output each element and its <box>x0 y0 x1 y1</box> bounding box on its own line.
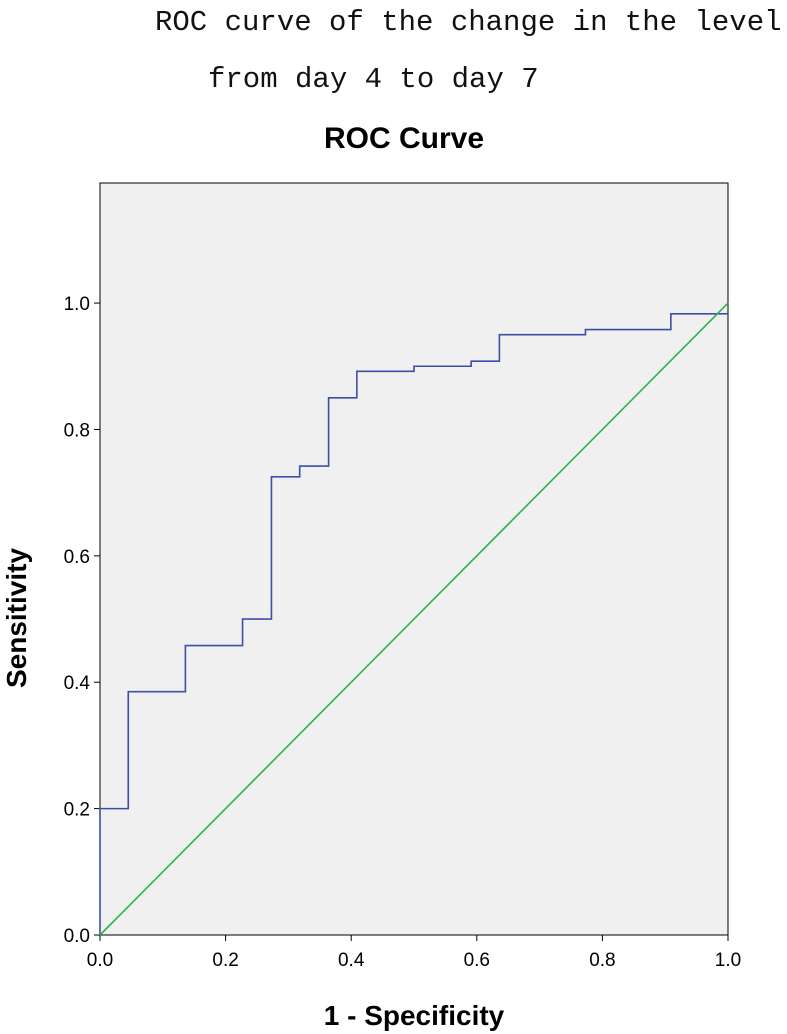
series-line <box>99 302 729 936</box>
x-tick-label: 0.4 <box>338 950 365 971</box>
x-tick-label: 0.0 <box>87 950 113 971</box>
y-tick-label: 0.0 <box>64 926 90 947</box>
y-tick-label: 0.8 <box>64 420 90 441</box>
x-axis-label: 1 - Specificity <box>324 1000 505 1031</box>
y-tick-label: 0.6 <box>64 547 90 568</box>
x-tick-label: 0.6 <box>464 950 490 971</box>
x-tick-label: 1.0 <box>715 950 741 971</box>
y-tick-label: 0.2 <box>64 800 90 821</box>
caption-line: from day 4 to day 7 <box>208 63 539 96</box>
series-line <box>99 313 728 935</box>
x-tick-label: 0.2 <box>212 950 238 971</box>
y-tick-label: 1.0 <box>64 294 90 315</box>
plot-area <box>99 182 729 936</box>
caption-line: ROC curve of the change in the level <box>155 6 782 39</box>
y-axis-label: Sensitivity <box>1 548 32 688</box>
y-tick-label: 0.4 <box>64 673 91 694</box>
chart-title: ROC Curve <box>324 122 484 155</box>
x-tick-label: 0.8 <box>589 950 615 971</box>
